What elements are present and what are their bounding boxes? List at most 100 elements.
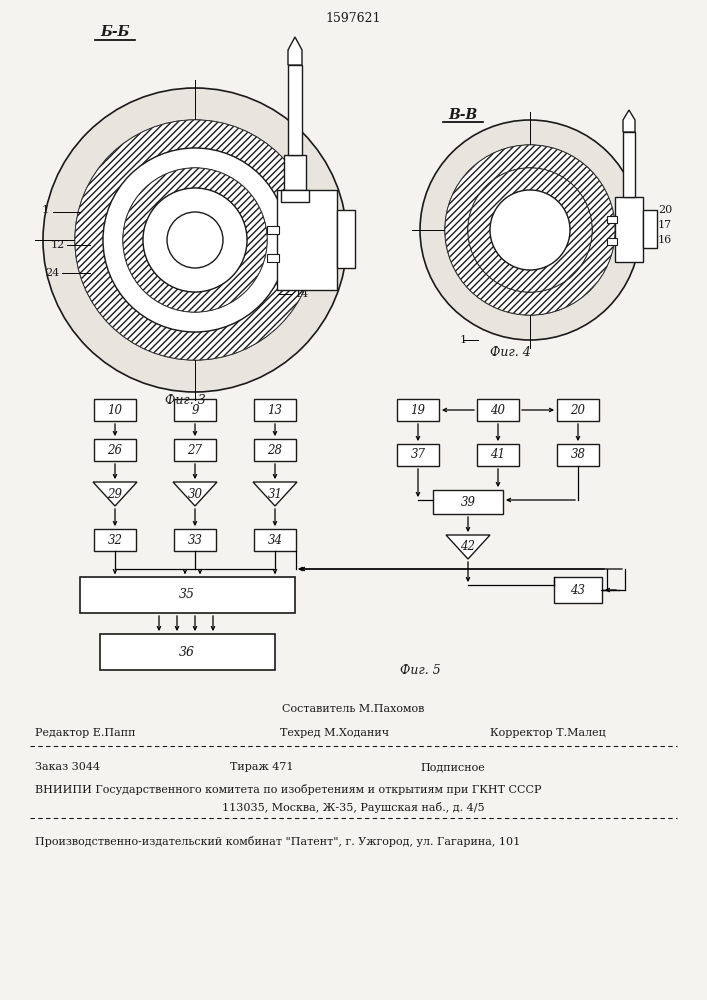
Bar bbox=[80, 577, 295, 613]
Text: 38: 38 bbox=[571, 448, 585, 462]
Text: 27: 27 bbox=[187, 444, 202, 456]
Text: Фиг. 3: Фиг. 3 bbox=[165, 393, 205, 406]
Polygon shape bbox=[446, 535, 490, 559]
Circle shape bbox=[468, 168, 592, 292]
Circle shape bbox=[143, 188, 247, 292]
Wedge shape bbox=[75, 120, 315, 360]
Bar bbox=[174, 399, 216, 421]
Text: 39: 39 bbox=[460, 495, 476, 508]
Text: 12: 12 bbox=[51, 240, 65, 250]
Text: Составитель М.Пахомов: Составитель М.Пахомов bbox=[282, 704, 424, 714]
Circle shape bbox=[75, 120, 315, 360]
Bar bbox=[337, 210, 355, 268]
Text: Заказ 3044: Заказ 3044 bbox=[35, 762, 100, 772]
Bar bbox=[607, 238, 617, 245]
Text: 32: 32 bbox=[107, 534, 122, 546]
Text: 42: 42 bbox=[460, 540, 476, 554]
Text: 26: 26 bbox=[107, 444, 122, 456]
Bar bbox=[397, 399, 439, 421]
Text: 14: 14 bbox=[295, 289, 309, 299]
Text: 1: 1 bbox=[460, 335, 467, 345]
Text: 13: 13 bbox=[267, 403, 283, 416]
Text: 37: 37 bbox=[411, 448, 426, 462]
Polygon shape bbox=[173, 482, 217, 506]
Text: 41: 41 bbox=[491, 448, 506, 462]
Bar bbox=[477, 444, 519, 466]
Circle shape bbox=[167, 212, 223, 268]
Bar bbox=[607, 216, 617, 223]
Circle shape bbox=[420, 120, 640, 340]
Bar bbox=[557, 399, 599, 421]
Bar bbox=[174, 529, 216, 551]
Bar bbox=[174, 439, 216, 461]
Wedge shape bbox=[468, 168, 592, 292]
Text: 20: 20 bbox=[571, 403, 585, 416]
Bar bbox=[397, 444, 439, 466]
Bar bbox=[643, 210, 657, 248]
Text: Корректор Т.Малец: Корректор Т.Малец bbox=[490, 728, 606, 738]
Bar bbox=[254, 439, 296, 461]
Bar bbox=[433, 490, 503, 514]
Bar bbox=[277, 190, 337, 290]
Circle shape bbox=[103, 148, 287, 332]
Text: Тираж 471: Тираж 471 bbox=[230, 762, 293, 772]
Text: 33: 33 bbox=[187, 534, 202, 546]
Polygon shape bbox=[93, 482, 137, 506]
Polygon shape bbox=[253, 482, 297, 506]
Bar bbox=[267, 226, 279, 234]
Polygon shape bbox=[623, 110, 635, 132]
Text: Б-Б: Б-Б bbox=[100, 25, 130, 39]
Bar bbox=[94, 529, 136, 551]
Bar bbox=[254, 529, 296, 551]
Bar bbox=[554, 577, 602, 603]
Bar bbox=[623, 132, 635, 197]
Circle shape bbox=[43, 88, 347, 392]
Text: 9: 9 bbox=[192, 403, 199, 416]
Text: 1: 1 bbox=[42, 205, 49, 215]
Text: 40: 40 bbox=[491, 403, 506, 416]
Circle shape bbox=[490, 190, 570, 270]
Text: 31: 31 bbox=[267, 488, 283, 500]
Bar bbox=[615, 197, 643, 262]
Text: 10: 10 bbox=[107, 403, 122, 416]
Bar bbox=[284, 155, 306, 190]
Text: 34: 34 bbox=[267, 534, 283, 546]
Bar bbox=[94, 439, 136, 461]
Text: Производственно-издательский комбинат "Патент", г. Ужгород, ул. Гагарина, 101: Производственно-издательский комбинат "П… bbox=[35, 836, 520, 847]
Wedge shape bbox=[123, 168, 267, 312]
Text: 24: 24 bbox=[45, 268, 59, 278]
Text: 28: 28 bbox=[267, 444, 283, 456]
Bar bbox=[254, 399, 296, 421]
Text: 19: 19 bbox=[411, 403, 426, 416]
Text: 29: 29 bbox=[107, 488, 122, 500]
Bar bbox=[267, 254, 279, 262]
Bar bbox=[288, 65, 302, 155]
Text: 43: 43 bbox=[571, 584, 585, 596]
Text: 17: 17 bbox=[658, 220, 672, 230]
Text: 15: 15 bbox=[295, 275, 309, 285]
Wedge shape bbox=[445, 145, 615, 315]
Bar bbox=[281, 190, 309, 202]
Text: 19: 19 bbox=[295, 255, 309, 265]
Text: 1597621: 1597621 bbox=[325, 12, 381, 25]
Circle shape bbox=[123, 168, 267, 312]
Text: 36: 36 bbox=[179, 646, 195, 658]
Text: Редактор Е.Папп: Редактор Е.Папп bbox=[35, 728, 136, 738]
Circle shape bbox=[445, 145, 615, 315]
Text: Фиг. 4: Фиг. 4 bbox=[490, 346, 530, 359]
Text: Фиг. 5: Фиг. 5 bbox=[399, 664, 440, 676]
Text: 30: 30 bbox=[187, 488, 202, 500]
Bar bbox=[94, 399, 136, 421]
Text: 16: 16 bbox=[658, 235, 672, 245]
Text: 20: 20 bbox=[658, 205, 672, 215]
Text: ВНИИПИ Государственного комитета по изобретениям и открытиям при ГКНТ СССР: ВНИИПИ Государственного комитета по изоб… bbox=[35, 784, 542, 795]
Text: 35: 35 bbox=[179, 588, 195, 601]
Text: Подписное: Подписное bbox=[420, 762, 485, 772]
Bar bbox=[477, 399, 519, 421]
Polygon shape bbox=[288, 37, 302, 65]
Text: В-В: В-В bbox=[448, 108, 478, 122]
Text: 113035, Москва, Ж-35, Раушская наб., д. 4/5: 113035, Москва, Ж-35, Раушская наб., д. … bbox=[222, 802, 484, 813]
Bar bbox=[557, 444, 599, 466]
Text: Техред М.Ходанич: Техред М.Ходанич bbox=[280, 728, 389, 738]
Bar bbox=[100, 634, 275, 670]
